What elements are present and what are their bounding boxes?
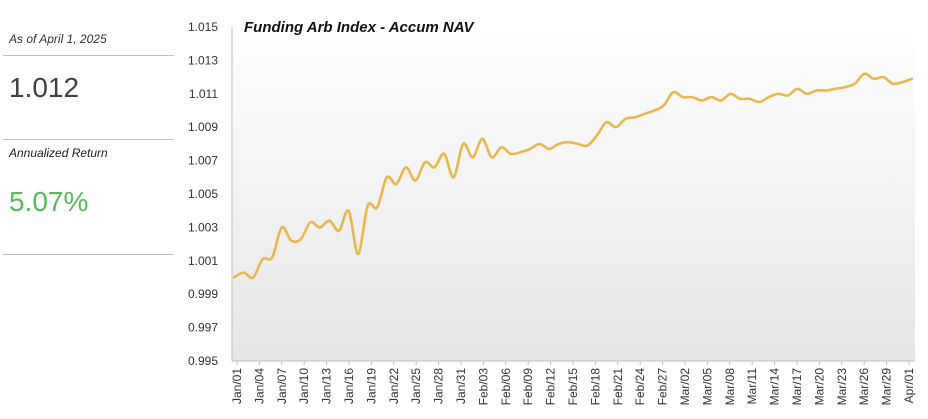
x-tick-label: Mar/23 [835, 368, 849, 406]
y-tick-label: 1.003 [188, 220, 218, 234]
y-tick-label: 1.011 [189, 87, 218, 101]
x-tick-label: Mar/26 [857, 368, 871, 406]
x-tick-label: Jan/04 [252, 368, 266, 404]
nav-series-line [232, 72, 914, 280]
annualized-return-value: 5.07% [9, 186, 89, 217]
y-tick-label: 1.007 [188, 154, 218, 168]
x-tick-label: Feb/24 [633, 368, 647, 406]
x-tick-label: Feb/06 [499, 368, 513, 406]
x-tick-label: Jan/22 [387, 368, 401, 404]
x-tick-label: Mar/20 [812, 368, 826, 406]
annualized-return-label: Annualized Return [9, 146, 108, 160]
x-tick-label: Jan/31 [454, 368, 468, 404]
x-tick-label: Mar/17 [790, 368, 804, 406]
x-tick-label: Jan/13 [320, 368, 334, 404]
x-tick-label: Mar/05 [700, 368, 714, 406]
x-tick-label: Feb/15 [566, 368, 580, 406]
x-tick-label: Feb/18 [588, 368, 602, 406]
x-tick-label: Jan/10 [297, 368, 311, 404]
y-tick-label: 1.013 [188, 53, 218, 67]
x-tick-label: Mar/14 [768, 368, 782, 406]
divider [3, 55, 174, 56]
x-tick-label: Feb/27 [656, 368, 670, 406]
x-tick-label: Jan/07 [275, 368, 289, 404]
summary-panel: As of April 1, 2025 1.012 Annualized Ret… [0, 0, 174, 419]
x-tick-label: Feb/03 [476, 368, 490, 406]
y-tick-label: 0.995 [188, 354, 218, 368]
x-tick-label: Jan/28 [432, 368, 446, 404]
y-tick-label: 1.005 [188, 187, 218, 201]
x-tick-label: Jan/16 [342, 368, 356, 404]
x-tick-label: Jan/25 [409, 368, 423, 404]
x-tick-label: Feb/09 [521, 368, 535, 406]
series-layer [232, 72, 914, 280]
y-axis: 0.995 0.997 0.999 1.001 1.003 1.005 1.007 1.009… [188, 20, 233, 368]
as-of-date: As of April 1, 2025 [9, 32, 107, 46]
nav-value: 1.012 [9, 72, 80, 103]
divider [3, 254, 174, 255]
x-tick-label: Jan/01 [230, 368, 244, 404]
x-tick-label: Feb/21 [611, 368, 625, 406]
chart-title: Funding Arb Index - Accum NAV [244, 19, 475, 36]
x-tick-label: Mar/11 [745, 368, 759, 405]
x-tick-label: Feb/12 [544, 368, 558, 406]
plot-area [232, 27, 915, 361]
y-tick-label: 1.009 [188, 120, 218, 134]
x-axis: Jan/01 Jan/04 Jan/07 Jan/10 Jan/13 Jan/16 Jan/… [230, 360, 916, 406]
x-tick-label: Jan/19 [364, 368, 378, 404]
y-tick-label: 1.001 [188, 254, 218, 268]
y-tick-label: 1.015 [188, 20, 218, 34]
divider [3, 139, 174, 140]
x-tick-label: Mar/02 [678, 368, 692, 406]
y-tick-label: 0.997 [188, 321, 218, 335]
x-tick-label: Apr/01 [902, 368, 916, 404]
x-tick-label: Mar/29 [880, 368, 894, 406]
y-tick-label: 0.999 [188, 287, 218, 301]
x-tick-label: Mar/08 [723, 368, 737, 406]
